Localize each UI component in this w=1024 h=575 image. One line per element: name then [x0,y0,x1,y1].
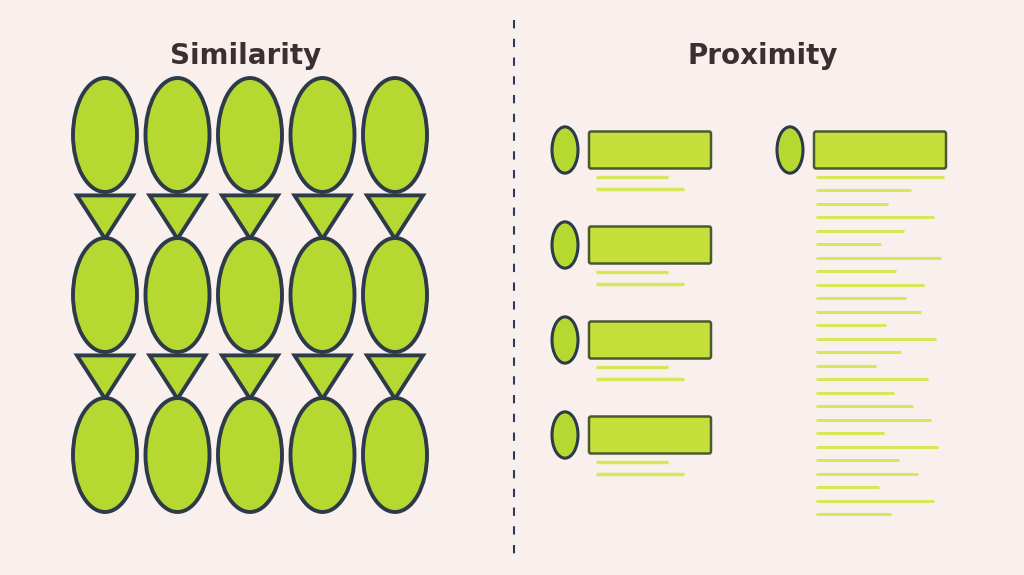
Ellipse shape [73,398,137,512]
Ellipse shape [777,127,803,173]
Polygon shape [367,196,423,239]
Ellipse shape [552,222,578,268]
Ellipse shape [362,238,427,352]
Ellipse shape [291,398,354,512]
Polygon shape [77,355,133,399]
Polygon shape [77,196,133,239]
Polygon shape [295,196,350,239]
Ellipse shape [552,127,578,173]
Polygon shape [150,196,206,239]
Ellipse shape [291,78,354,192]
Ellipse shape [218,78,282,192]
Ellipse shape [362,398,427,512]
Ellipse shape [73,238,137,352]
Ellipse shape [145,398,210,512]
Ellipse shape [73,78,137,192]
Ellipse shape [362,78,427,192]
FancyBboxPatch shape [814,132,946,168]
Text: Similarity: Similarity [170,42,322,70]
Polygon shape [222,355,278,399]
Ellipse shape [218,398,282,512]
Polygon shape [150,355,206,399]
Ellipse shape [218,238,282,352]
FancyBboxPatch shape [589,321,711,358]
FancyBboxPatch shape [589,227,711,263]
Text: Proximity: Proximity [688,42,838,70]
Ellipse shape [145,238,210,352]
Polygon shape [367,355,423,399]
Ellipse shape [552,412,578,458]
Polygon shape [222,196,278,239]
Polygon shape [295,355,350,399]
Ellipse shape [145,78,210,192]
FancyBboxPatch shape [589,416,711,454]
FancyBboxPatch shape [589,132,711,168]
Ellipse shape [291,238,354,352]
Ellipse shape [552,317,578,363]
